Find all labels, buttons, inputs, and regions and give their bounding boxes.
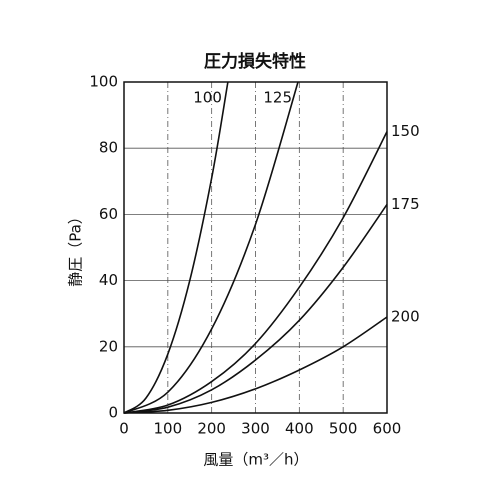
y-tick-label: 40 (99, 271, 118, 289)
y-tick-label: 0 (108, 404, 118, 422)
y-axis-label: 静圧（Pa） (67, 209, 85, 287)
series-line (123, 81, 299, 414)
x-tick-label: 100 (154, 420, 183, 438)
x-tick-label: 500 (329, 420, 358, 438)
series-line (123, 316, 388, 414)
y-tick-label: 20 (99, 337, 118, 355)
chart-title: 圧力損失特性 (204, 51, 306, 72)
x-tick-label: 0 (119, 420, 129, 438)
x-tick-label: 200 (197, 420, 226, 438)
series-label: 125 (263, 89, 292, 107)
series-label: 175 (391, 195, 420, 213)
y-tick-label: 80 (99, 139, 118, 157)
series-label: 200 (391, 308, 420, 326)
series-label: 150 (391, 122, 420, 140)
series-line (123, 131, 388, 414)
series-label: 100 (193, 89, 222, 107)
x-tick-label: 300 (241, 420, 270, 438)
x-tick-label: 600 (373, 420, 402, 438)
x-axis-label: 風量（m³／h） (203, 451, 308, 469)
y-tick-label: 100 (89, 73, 118, 91)
series-line (123, 81, 229, 414)
plot-frame (123, 81, 388, 414)
series-line (123, 204, 388, 414)
y-tick-label: 60 (99, 205, 118, 223)
x-tick-label: 400 (285, 420, 314, 438)
